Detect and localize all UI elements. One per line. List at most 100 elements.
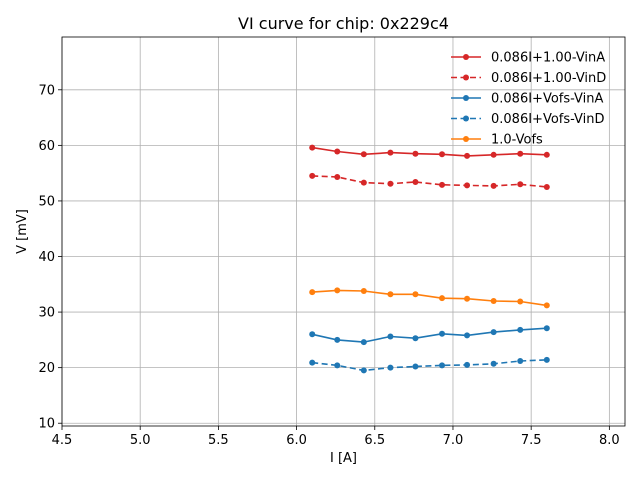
data-point bbox=[464, 295, 471, 302]
data-point bbox=[387, 149, 394, 156]
y-axis-label: V [mV] bbox=[15, 209, 30, 254]
data-point bbox=[360, 287, 367, 294]
data-point bbox=[517, 298, 524, 305]
data-point bbox=[543, 356, 550, 363]
data-point bbox=[387, 333, 394, 340]
data-point bbox=[490, 182, 497, 189]
legend: 0.086I+1.00-VinA 0.086I+1.00-VinD 0.086I+V… bbox=[451, 51, 606, 148]
data-point bbox=[490, 297, 497, 304]
data-point bbox=[543, 302, 550, 309]
data-point bbox=[387, 364, 394, 371]
data-point bbox=[517, 357, 524, 364]
chart-title: VI curve for chip: 0x229c4 bbox=[238, 14, 449, 33]
data-point bbox=[517, 150, 524, 157]
x-tick-label: 4.5 bbox=[52, 433, 73, 448]
data-point bbox=[490, 151, 497, 158]
x-axis-label: I [A] bbox=[330, 451, 357, 466]
data-point bbox=[464, 361, 471, 368]
data-point bbox=[517, 181, 524, 188]
y-tick-label: 50 bbox=[38, 194, 55, 209]
grid bbox=[61, 37, 625, 426]
x-tick-label: 7.5 bbox=[521, 433, 542, 448]
data-point bbox=[439, 330, 446, 337]
legend-marker bbox=[463, 74, 469, 81]
x-tick-label: 7.0 bbox=[443, 433, 464, 448]
data-point bbox=[387, 180, 394, 187]
y-tick-label: 10 bbox=[38, 417, 55, 432]
legend-entry: 0.086I+1.00-VinA bbox=[451, 51, 605, 66]
series-group bbox=[309, 325, 550, 346]
data-point bbox=[439, 295, 446, 302]
legend-marker bbox=[463, 136, 469, 142]
data-point bbox=[360, 151, 367, 158]
legend-label: 0.086I+Vofs-VinD bbox=[491, 112, 605, 127]
series-line bbox=[312, 175, 547, 188]
data-point bbox=[360, 179, 367, 186]
y-axis-ticks: 10 20 30 40 50 60 70 bbox=[38, 83, 62, 432]
x-tick-label: 6.5 bbox=[364, 433, 385, 448]
data-point bbox=[543, 325, 550, 332]
legend-label: 0.086I+1.00-VinA bbox=[491, 51, 605, 66]
legend-marker bbox=[463, 115, 469, 122]
x-tick-label: 6.0 bbox=[286, 433, 307, 448]
x-tick-label: 8.0 bbox=[599, 433, 620, 448]
plot-series bbox=[309, 144, 550, 374]
series-line bbox=[312, 146, 547, 157]
data-point bbox=[360, 367, 367, 374]
data-point bbox=[464, 182, 471, 189]
data-point bbox=[309, 359, 316, 366]
data-point bbox=[412, 363, 419, 370]
legend-label: 0.086I+1.00-VinD bbox=[491, 71, 606, 86]
series-line bbox=[312, 289, 547, 307]
data-point bbox=[309, 172, 316, 179]
data-point bbox=[412, 150, 419, 157]
data-point bbox=[412, 335, 419, 342]
data-point bbox=[412, 179, 419, 186]
x-tick-label: 5.0 bbox=[130, 433, 151, 448]
legend-label: 0.086I+Vofs-VinA bbox=[491, 92, 604, 107]
data-point bbox=[543, 151, 550, 158]
data-point bbox=[517, 326, 524, 333]
data-point bbox=[334, 287, 341, 294]
legend-marker bbox=[463, 54, 469, 60]
series-group bbox=[309, 356, 550, 374]
data-point bbox=[490, 360, 497, 367]
data-point bbox=[309, 331, 316, 338]
data-point bbox=[334, 336, 341, 343]
series-group bbox=[309, 144, 550, 159]
y-tick-label: 40 bbox=[38, 250, 55, 265]
data-point bbox=[439, 181, 446, 188]
series-group bbox=[309, 172, 550, 191]
data-point bbox=[490, 329, 497, 336]
y-tick-label: 70 bbox=[38, 83, 55, 98]
data-point bbox=[464, 332, 471, 339]
data-point bbox=[543, 184, 550, 191]
y-tick-label: 60 bbox=[38, 139, 55, 154]
data-point bbox=[309, 144, 316, 151]
legend-entry: 0.086I+Vofs-VinD bbox=[451, 112, 605, 127]
x-axis-ticks: 4.5 5.0 5.5 6.0 6.5 7.0 7.5 8.0 bbox=[52, 426, 620, 448]
data-point bbox=[412, 291, 419, 298]
data-point bbox=[334, 362, 341, 369]
legend-label: 1.0-Vofs bbox=[491, 133, 543, 148]
series-line bbox=[312, 327, 547, 343]
data-point bbox=[334, 174, 341, 181]
data-point bbox=[309, 289, 316, 296]
x-tick-label: 5.5 bbox=[208, 433, 229, 448]
data-point bbox=[439, 151, 446, 158]
data-point bbox=[360, 339, 367, 346]
legend-marker bbox=[463, 95, 469, 101]
legend-entry: 0.086I+1.00-VinD bbox=[451, 71, 606, 86]
data-point bbox=[439, 362, 446, 369]
axes-frame bbox=[61, 36, 626, 427]
data-point bbox=[387, 291, 394, 298]
series-group bbox=[309, 287, 550, 309]
legend-entry: 1.0-Vofs bbox=[451, 133, 543, 148]
series-line bbox=[312, 359, 547, 372]
data-point bbox=[334, 148, 341, 155]
y-tick-label: 20 bbox=[38, 361, 55, 376]
legend-entry: 0.086I+Vofs-VinA bbox=[451, 92, 604, 107]
data-point bbox=[464, 152, 471, 159]
